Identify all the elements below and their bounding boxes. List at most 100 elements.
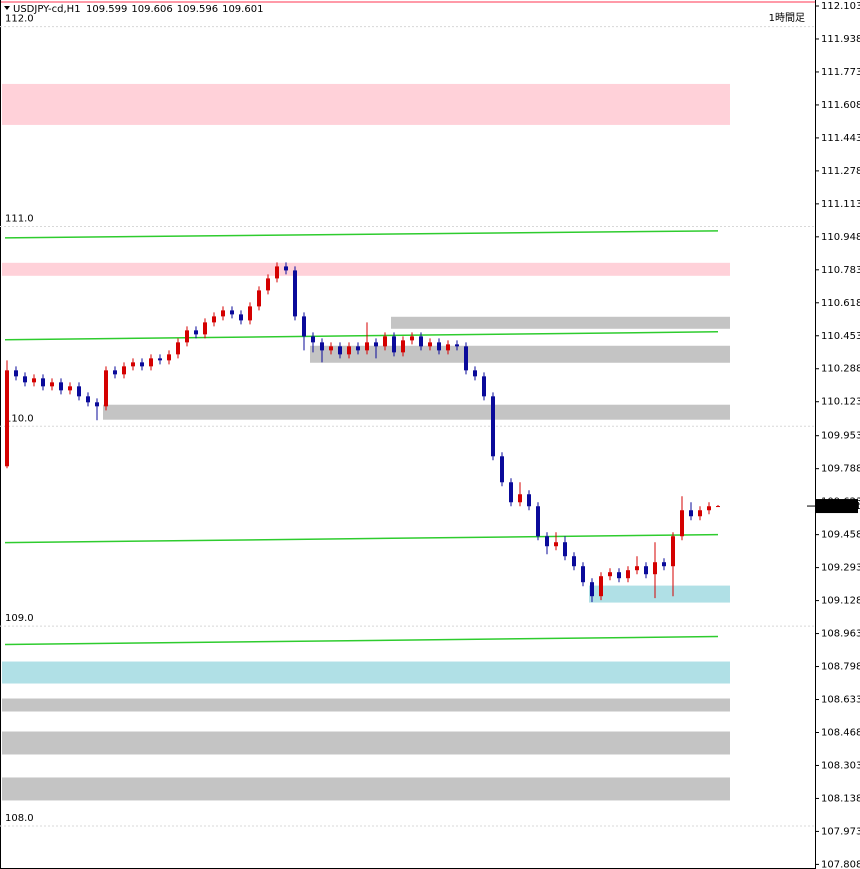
candle-body — [77, 386, 81, 397]
candle-body — [194, 330, 198, 335]
candle-body — [635, 566, 639, 571]
candle-body — [320, 342, 324, 351]
candle-body — [617, 572, 621, 579]
candle-body — [104, 370, 108, 407]
y-tick-label: 107.973 — [821, 826, 860, 837]
candle-body — [662, 562, 666, 567]
candle-body — [509, 482, 513, 503]
y-tick-label: 107.808 — [821, 859, 860, 869]
candle-body — [239, 314, 243, 321]
last-price-label: 109.601 — [820, 501, 860, 512]
candle-body — [428, 342, 432, 347]
zone — [2, 262, 730, 276]
candle-body — [581, 566, 585, 583]
candle-body — [410, 336, 414, 341]
candle-body — [707, 506, 711, 511]
candle-body — [230, 310, 234, 315]
y-tick-label: 109.953 — [821, 431, 860, 442]
candle-body — [491, 396, 495, 457]
y-tick-label: 110.948 — [821, 232, 860, 243]
y-tick-label: 108.963 — [821, 629, 860, 640]
candle-body — [599, 576, 603, 597]
candle-body — [536, 506, 540, 537]
y-tick-label: 108.138 — [821, 793, 860, 804]
candle-body — [392, 336, 396, 353]
candle-body — [212, 316, 216, 323]
candle-body — [482, 376, 486, 397]
trendline — [4, 533, 719, 544]
zone — [391, 316, 730, 329]
candle-body — [644, 566, 648, 575]
candle-body — [653, 562, 657, 575]
candle-body — [257, 290, 261, 307]
candle-body — [302, 316, 306, 337]
y-tick-label: 111.278 — [821, 166, 860, 177]
candle-body — [365, 342, 369, 351]
level-label: 108.0 — [5, 813, 34, 824]
candle-body — [140, 362, 144, 367]
zone — [2, 83, 730, 125]
candle-body — [626, 570, 630, 579]
y-tick-label: 111.773 — [821, 67, 860, 78]
candle-body — [221, 310, 225, 317]
candle-body — [554, 542, 558, 547]
candle-body — [374, 342, 378, 347]
trendline — [4, 635, 719, 646]
candle-body — [446, 344, 450, 351]
y-tick-label: 108.633 — [821, 695, 860, 706]
y-tick-label: 109.293 — [821, 563, 860, 574]
header-arrow — [4, 6, 10, 10]
y-tick-label: 109.458 — [821, 530, 860, 541]
candle-body — [680, 510, 684, 537]
candle-body — [518, 494, 522, 503]
candle-body — [698, 510, 702, 517]
zone — [2, 777, 730, 801]
zone — [2, 731, 730, 755]
candle-body — [95, 402, 99, 407]
candle-body — [356, 346, 360, 351]
zone — [589, 585, 730, 603]
header-values: 109.599 109.606 109.596 109.601 — [86, 4, 263, 15]
y-tick-label: 108.798 — [821, 662, 860, 673]
y-tick-label: 108.468 — [821, 727, 860, 738]
candle-body — [50, 382, 54, 387]
candle-body — [86, 396, 90, 403]
header-value: 109.596 — [177, 4, 218, 15]
y-tick-label: 111.938 — [821, 34, 860, 45]
candle-body — [437, 342, 441, 351]
candle-body — [59, 382, 63, 391]
trendline — [4, 331, 719, 341]
candle-body — [383, 336, 387, 347]
timeframe: 1時間足 — [769, 12, 805, 24]
header-value: 109.599 — [86, 4, 127, 15]
candle-body — [473, 370, 477, 377]
candle-body — [158, 358, 162, 361]
y-tick-label: 110.123 — [821, 397, 860, 408]
candle-body — [545, 536, 549, 547]
zone — [2, 661, 730, 684]
candle-body — [716, 506, 720, 508]
candle-body — [689, 510, 693, 517]
candle-body — [122, 366, 126, 375]
y-tick-label: 110.288 — [821, 364, 860, 375]
candle-body — [608, 572, 612, 577]
trendline — [4, 230, 719, 239]
level-label: 109.0 — [5, 613, 34, 624]
y-tick-label: 108.303 — [821, 760, 860, 771]
candle-body — [338, 346, 342, 355]
candle-body — [41, 378, 45, 387]
candle-body — [347, 346, 351, 355]
candle-body — [23, 376, 27, 383]
candle-body — [266, 278, 270, 291]
y-tick-label: 109.788 — [821, 464, 860, 475]
candle-body — [563, 542, 567, 557]
candle-body — [275, 266, 279, 279]
candle-body — [32, 378, 36, 383]
zone — [2, 698, 730, 712]
candle-body — [149, 358, 153, 367]
candle-body — [464, 346, 468, 371]
y-tick-label: 110.453 — [821, 331, 860, 342]
y-tick-label: 111.608 — [821, 100, 860, 111]
y-tick-label: 109.128 — [821, 596, 860, 607]
